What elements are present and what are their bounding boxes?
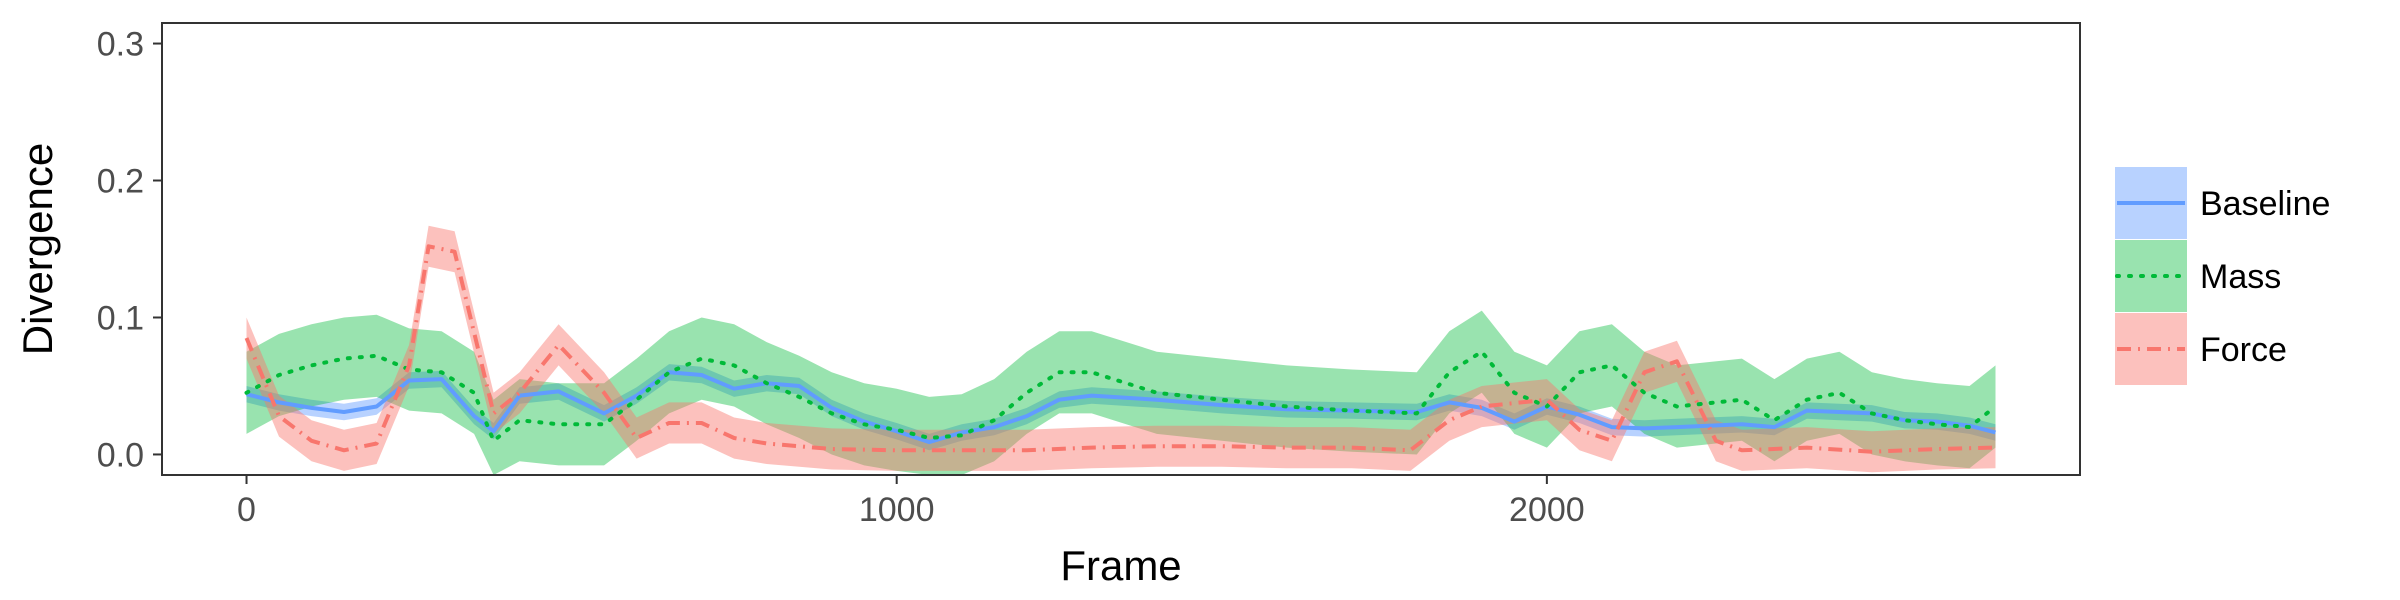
y-tick-label: 0.0 [97,436,144,474]
y-tick-label: 0.3 [97,26,144,64]
x-tick-label: 1000 [859,491,935,529]
ribbons-layer [246,225,1996,475]
lines-layer [244,244,1998,454]
series-line-force [244,244,1996,454]
ribbon-baseline [246,364,1996,451]
x-tick-label: 2000 [1509,491,1585,529]
y-tick-label: 0.1 [97,299,144,337]
legend-item-force: Force [2115,313,2287,385]
plot-panel [161,22,2081,476]
ribbon-mass [246,310,1996,475]
series-line-baseline [246,370,1997,445]
legend-label-force: Force [2200,331,2287,369]
x-tick-label: 0 [237,491,256,529]
legend-label-baseline: Baseline [2200,185,2330,223]
legend-item-baseline: Baseline [2115,167,2330,239]
x-axis-title: Frame [1060,542,1181,589]
y-tick-label: 0.2 [97,163,144,201]
legend-label-mass: Mass [2200,258,2281,296]
legend-item-mass: Mass [2115,240,2281,312]
axes-layer: 0 1000 2000 0.0 0.1 0.2 0.3 [97,26,1585,529]
y-axis-title: Divergence [14,143,61,355]
legend: Baseline Mass Force [2115,167,2330,385]
